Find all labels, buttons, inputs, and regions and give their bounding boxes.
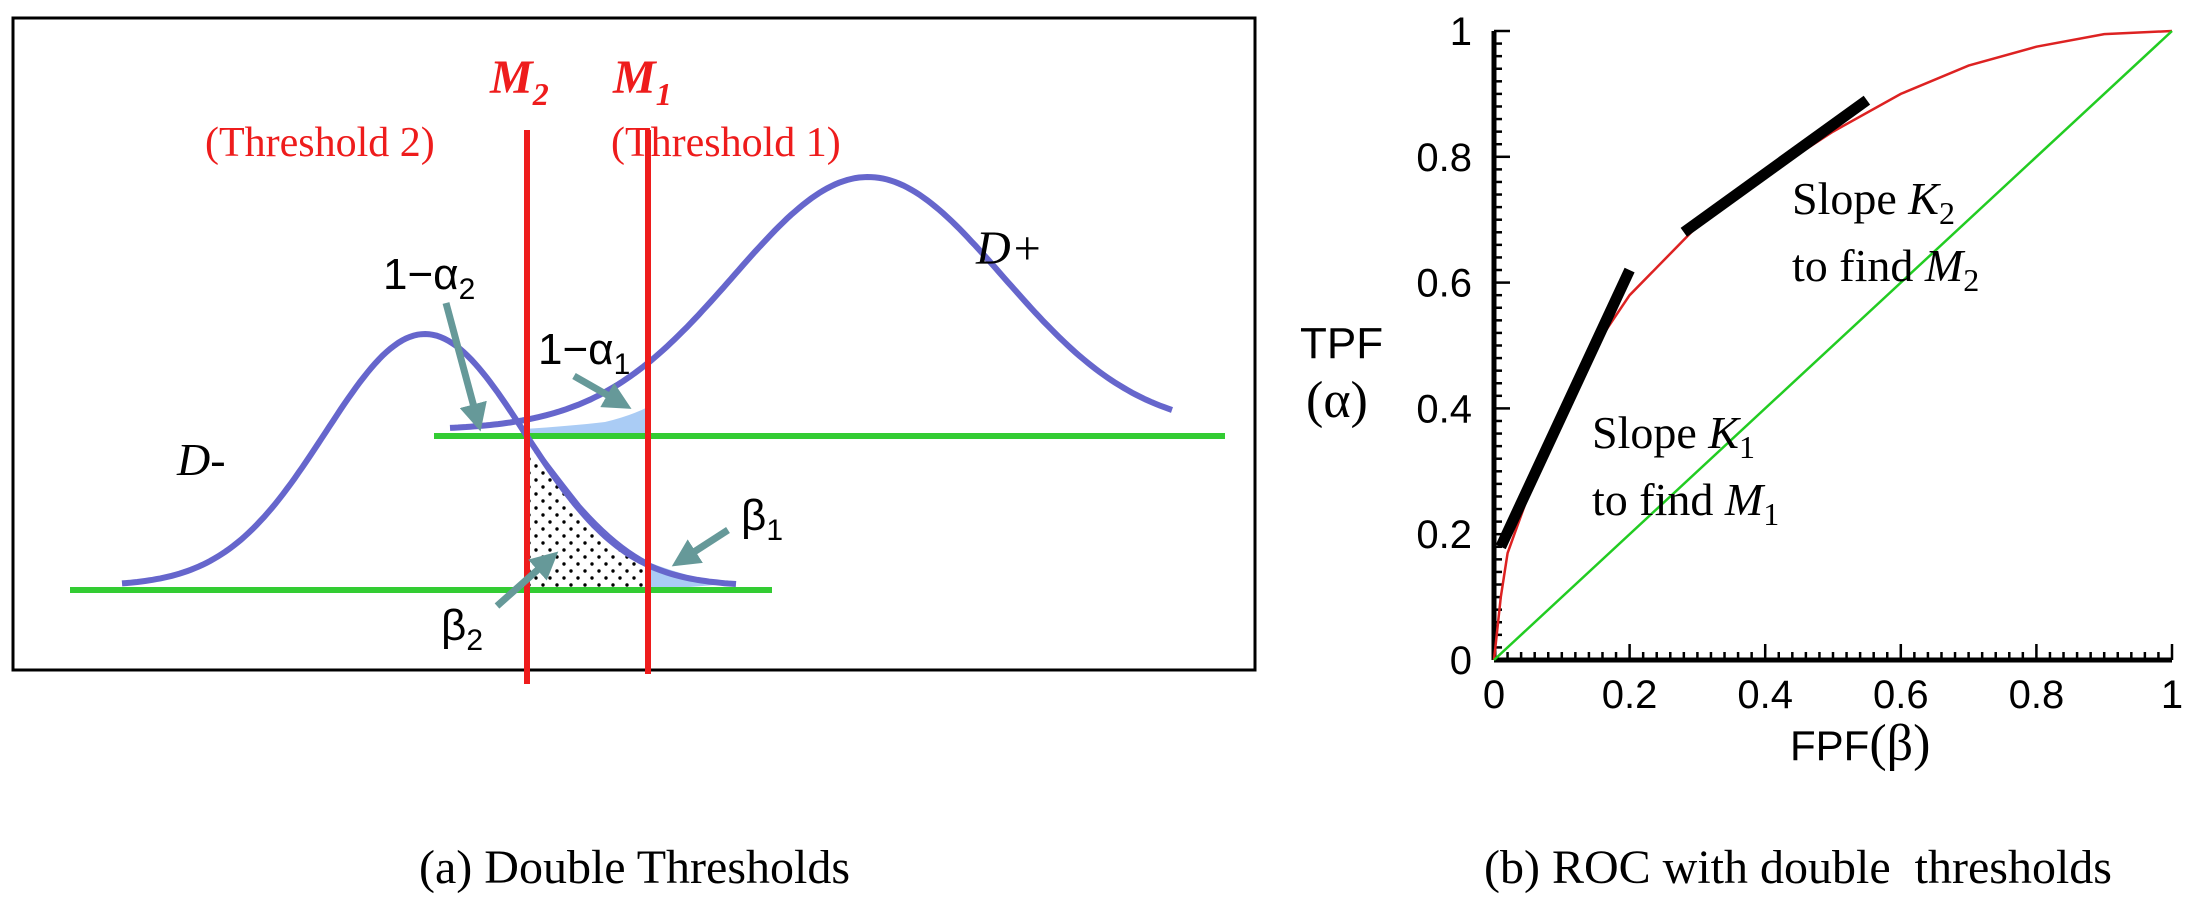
d-plus-label: D+	[975, 222, 1043, 275]
chance-diagonal-line	[1493, 30, 2173, 661]
slope-k2-line1: Slope K2	[1792, 173, 1955, 231]
alpha1-shaded-region	[524, 407, 648, 436]
y-tick-label: 0.6	[1416, 262, 1472, 306]
x-tick-label: 0.6	[1873, 673, 1929, 717]
threshold-1-label: (Threshold 1)	[611, 120, 841, 166]
x-axis-label: FPF(β)	[1790, 715, 1930, 772]
y-tick-label: 0.2	[1416, 513, 1472, 557]
d-minus-label: D-	[176, 434, 226, 485]
m1-label: M1	[612, 51, 672, 112]
x-tick-label: 0	[1483, 673, 1505, 717]
beta2-dotted-region	[524, 432, 648, 590]
y-axis-label-alpha: (α)	[1306, 372, 1368, 429]
one-minus-alpha2-label: 1−α2	[383, 250, 475, 306]
beta1-label: β1	[741, 491, 783, 547]
alpha1-arrow	[572, 372, 632, 409]
beta2-label: β2	[441, 601, 483, 657]
d-minus-distribution-curve	[121, 330, 737, 587]
x-tick-label: 0.8	[2009, 673, 2065, 717]
beta2-arrow	[494, 551, 559, 609]
alpha2-arrow	[442, 302, 487, 432]
roc-ticks	[1492, 29, 2174, 662]
panel-b-roc: 0 0.2 0.4 0.6 0.8 1 0 0.2 0.4 0.6 0.8 1 TPF (α) FPF…	[1300, 10, 2183, 894]
x-tick-label: 0.2	[1602, 673, 1658, 717]
roc-tangent-group	[1495, 95, 1871, 550]
tangent-k1-segment	[1495, 267, 1635, 550]
x-tick-label: 1	[2161, 673, 2183, 717]
threshold-2-label: (Threshold 2)	[205, 120, 435, 166]
y-axis-label-tpf: TPF	[1300, 319, 1383, 368]
y-tick-label: 1	[1450, 10, 1472, 54]
one-minus-alpha1-label: 1−α1	[538, 325, 630, 381]
panel-a-double-thresholds: M2 M1 (Threshold 2) (Threshold 1) D+ D- …	[11, 16, 1257, 894]
slope-k2-line2: to find M2	[1792, 240, 1979, 298]
y-tick-label: 0.8	[1416, 136, 1472, 180]
slope-k1-line2: to find M1	[1592, 474, 1779, 532]
roc-tick-labels: 0 0.2 0.4 0.6 0.8 1 0 0.2 0.4 0.6 0.8 1	[1416, 10, 2183, 717]
panel-a-caption: (a) Double Thresholds	[419, 841, 850, 894]
slope-k1-line1: Slope K1	[1592, 407, 1755, 465]
beta1-arrow	[671, 527, 730, 567]
y-tick-label: 0.4	[1416, 387, 1472, 431]
x-tick-label: 0.4	[1737, 673, 1793, 717]
m2-label: M2	[489, 51, 549, 112]
d-plus-distribution-curve	[449, 173, 1173, 431]
panel-b-caption: (b) ROC with double thresholds	[1484, 841, 2112, 894]
y-tick-label: 0	[1450, 639, 1472, 683]
tangent-k2-segment	[1680, 95, 1871, 237]
